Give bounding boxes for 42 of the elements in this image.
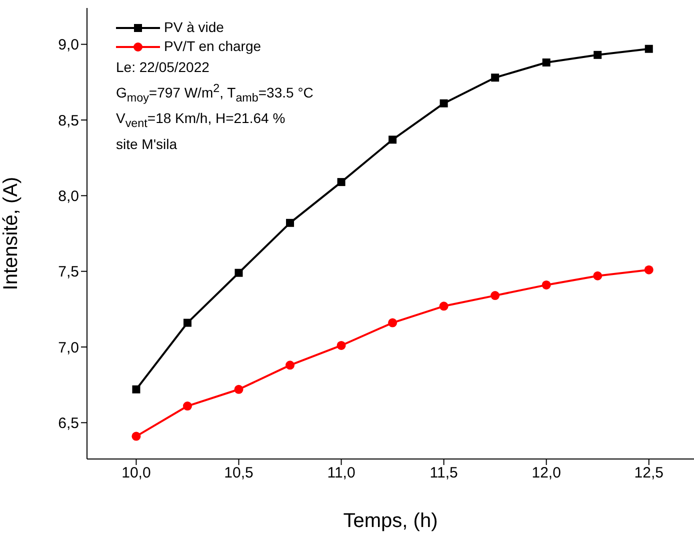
legend-label: PV/T en charge: [164, 37, 262, 56]
y-tick-label: 7,5: [58, 264, 79, 281]
y-tick-label: 9,0: [58, 36, 79, 54]
annotation: Le: 22/05/2022: [116, 58, 210, 77]
annotation: site M'sila: [116, 135, 178, 154]
point: [388, 318, 398, 328]
point: [490, 291, 500, 300]
point: [491, 74, 500, 82]
legend-label: PV à vide: [164, 18, 224, 37]
x-tick-label: 12,0: [532, 464, 561, 482]
point: [132, 432, 141, 441]
point: [234, 384, 244, 394]
point: [286, 218, 294, 227]
point: [439, 302, 448, 311]
y-tick-label: 8,5: [58, 112, 79, 130]
point: [182, 402, 192, 411]
x-tick-label: 10,5: [224, 464, 254, 482]
x-tick-label: 11,0: [327, 464, 356, 482]
point: [132, 385, 140, 394]
x-tick-label: 10,0: [122, 464, 151, 482]
y-tick-label: 8,0: [58, 188, 79, 205]
point: [183, 318, 192, 327]
point: [542, 280, 551, 290]
y-tick-label: 6,5: [58, 415, 79, 432]
y-axis-title: Intensité, (A): [0, 176, 22, 290]
point: [542, 58, 550, 66]
point: [336, 340, 346, 350]
point: [337, 178, 346, 186]
point: [594, 50, 602, 59]
point: [644, 265, 654, 274]
point: [593, 271, 602, 280]
point: [286, 360, 295, 370]
x-tick-label: 12,5: [634, 464, 664, 482]
annotation: G$_{moy}$=797 W/m$^{2}$, T$_{amb}$=33.5 °C: [116, 81, 314, 106]
annotation: V$_{vent}$=18 Km/h, H=21.64 %: [116, 109, 286, 132]
point: [440, 99, 448, 108]
point: [644, 44, 653, 53]
point: [388, 136, 397, 144]
x-tick-label: 11,5: [430, 464, 458, 482]
y-tick-label: 7,0: [58, 339, 79, 356]
x-axis-title: Temps, (h): [343, 510, 438, 532]
point: [234, 268, 243, 277]
